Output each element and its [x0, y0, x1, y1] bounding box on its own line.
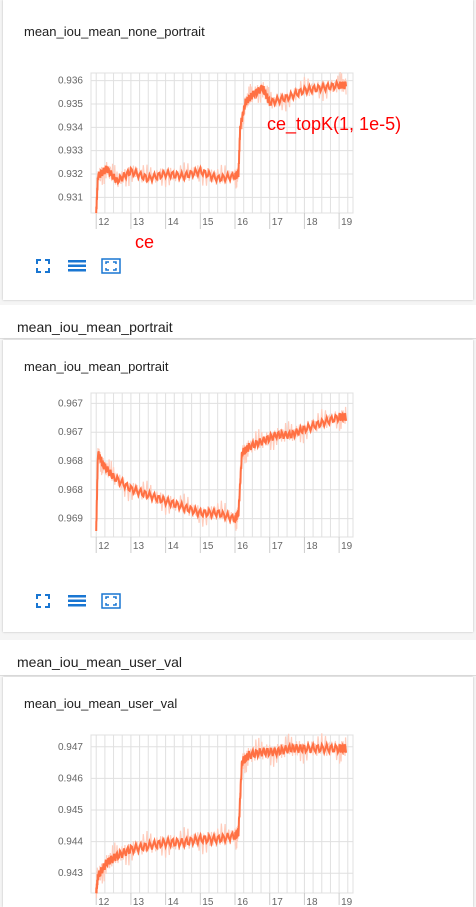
y-tick-label: 0.932: [58, 169, 83, 180]
y-tick-label: 0.946: [58, 773, 83, 784]
section-header-label: mean_iou_mean_portrait: [17, 319, 173, 335]
card-title: mean_iou_mean_none_portrait: [24, 24, 205, 39]
plot-area: [90, 734, 354, 894]
fullscreen-icon[interactable]: [33, 592, 53, 610]
x-tick-label: 13: [133, 541, 145, 552]
plot-area: [90, 72, 354, 214]
x-tick-label: 19: [341, 217, 353, 228]
x-tick-label: 14: [168, 897, 180, 905]
line-chart-2: 0.969 0.968 0.968 0.967 0.967 12 13 14 15 16 17 18 1…: [58, 392, 354, 553]
y-tick-label: 0.947: [58, 742, 83, 753]
chart-toolbar: [33, 256, 121, 276]
y-tick-label: 0.969: [58, 514, 83, 525]
data-table-icon[interactable]: [67, 257, 87, 275]
x-tick-label: 15: [202, 897, 214, 905]
y-tick-label: 0.935: [58, 99, 83, 110]
y-tick-label: 0.943: [58, 868, 83, 879]
x-tick-label: 19: [341, 541, 353, 552]
chart-card-1: mean_iou_mean_none_portrait 0.931 0.932 0.…: [3, 0, 473, 300]
y-tick-label: 0.968: [58, 485, 83, 496]
series-smoothed-line: [95, 411, 348, 532]
x-tick-label: 15: [202, 541, 214, 552]
x-tick-label: 17: [272, 217, 284, 228]
fit-domain-icon[interactable]: [101, 257, 121, 275]
y-tick-label: 0.968: [58, 456, 83, 467]
plot-area: [90, 392, 354, 538]
data-table-icon[interactable]: [67, 592, 87, 610]
section-header[interactable]: mean_iou_mean_portrait: [0, 305, 476, 339]
x-tick-label: 14: [168, 541, 180, 552]
x-tick-label: 14: [168, 217, 180, 228]
x-tick-label: 18: [306, 897, 318, 905]
x-tick-label: 16: [237, 541, 249, 552]
card-title: mean_iou_mean_user_val: [24, 696, 178, 711]
y-tick-label: 0.967: [58, 427, 83, 438]
line-chart-1: 0.931 0.932 0.933 0.934 0.935 0.936 12 13 14 15 16…: [58, 71, 354, 229]
section-header[interactable]: mean_iou_mean_user_val: [0, 640, 476, 676]
x-tick-label: 13: [133, 217, 145, 228]
section-header-label: mean_iou_mean_user_val: [17, 654, 182, 670]
x-tick-label: 13: [133, 897, 145, 905]
y-tick-label: 0.944: [58, 837, 83, 848]
x-tick-label: 12: [98, 541, 110, 552]
x-tick-label: 12: [98, 897, 110, 905]
x-tick-label: 18: [306, 217, 318, 228]
y-tick-label: 0.934: [58, 122, 83, 133]
fullscreen-icon[interactable]: [33, 257, 53, 275]
x-tick-label: 16: [237, 897, 249, 905]
x-tick-label: 15: [202, 217, 214, 228]
x-tick-label: 17: [272, 897, 284, 905]
line-chart-3: 0.943 0.944 0.945 0.946 0.947 12 13 14 15 16 17 18 1…: [58, 733, 354, 905]
x-tick-label: 12: [98, 217, 110, 228]
y-tick-label: 0.967: [58, 398, 83, 409]
series-smoothed-line: [95, 740, 348, 894]
chart-toolbar: [33, 591, 121, 611]
card-title: mean_iou_mean_portrait: [24, 359, 169, 374]
chart-card-2: mean_iou_mean_portrait 0.969 0.968 0.968 0.…: [3, 340, 473, 632]
y-tick-label: 0.945: [58, 805, 83, 816]
y-tick-label: 0.933: [58, 146, 83, 157]
x-tick-label: 16: [237, 217, 249, 228]
series-smoothed-line: [95, 78, 348, 214]
annotation-ce: ce: [135, 232, 155, 252]
annotation-ce-topk: ce_topK(1, 1e-5): [267, 114, 402, 134]
fit-domain-icon[interactable]: [101, 592, 121, 610]
x-tick-label: 19: [341, 897, 353, 905]
x-tick-label: 18: [306, 541, 318, 552]
chart-card-3: mean_iou_mean_user_val 0.943 0.944 0.945 0.…: [3, 677, 473, 907]
series-raw-line: [95, 71, 347, 215]
y-tick-label: 0.931: [58, 192, 83, 203]
y-tick-label: 0.936: [58, 76, 83, 87]
x-tick-label: 17: [272, 541, 284, 552]
